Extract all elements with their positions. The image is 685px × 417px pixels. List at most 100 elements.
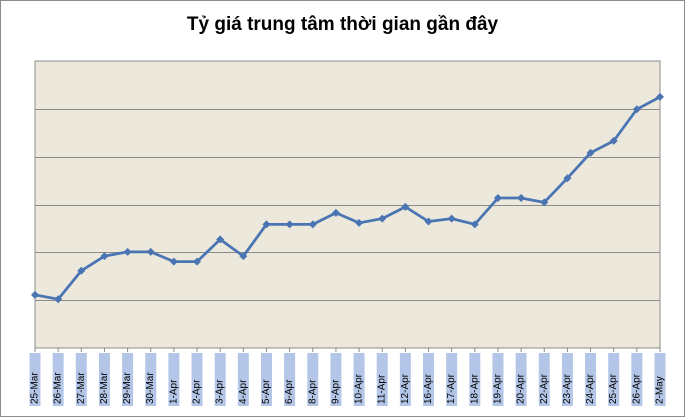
x-tick-label-background xyxy=(585,353,597,406)
data-point xyxy=(401,202,410,211)
x-tick-label-background xyxy=(29,353,41,406)
data-point xyxy=(123,247,132,256)
x-tick-label-text: 28-Mar xyxy=(99,372,110,404)
data-point xyxy=(586,148,595,157)
data-point xyxy=(609,136,618,145)
x-tick-label-background xyxy=(122,353,134,406)
data-point xyxy=(540,198,549,207)
x-tick-label-background xyxy=(168,353,180,406)
x-tick-label-background xyxy=(515,353,527,406)
x-tick-label: 12-Apr xyxy=(399,353,411,406)
x-tick-label-text: 9-Apr xyxy=(330,379,341,404)
x-tick-label-text: 22-Apr xyxy=(539,373,550,404)
x-tick-label: 6-Apr xyxy=(284,353,296,406)
x-tick-label-text: 23-Apr xyxy=(562,373,573,404)
x-tick-label-background xyxy=(145,353,157,406)
data-point xyxy=(216,235,225,244)
data-point xyxy=(54,295,63,304)
x-tick-label: 2-May xyxy=(654,353,666,406)
data-point xyxy=(447,214,456,223)
x-tick-label: 22-Apr xyxy=(538,353,550,406)
x-tick-label-text: 2-Apr xyxy=(192,379,203,404)
x-tick-label-background xyxy=(654,353,666,406)
x-tick-label: 2-Apr xyxy=(191,353,203,406)
x-tick-label: 24-Apr xyxy=(585,353,597,406)
data-point xyxy=(632,105,641,114)
plot-area xyxy=(34,60,661,349)
x-tick-label: 25-Apr xyxy=(608,353,620,406)
x-tick-label: 20-Apr xyxy=(515,353,527,406)
x-tick-label-background xyxy=(284,353,296,406)
x-tick-label-text: 5-Apr xyxy=(261,379,272,404)
x-tick-label-background xyxy=(52,353,64,406)
x-tick-label-background xyxy=(469,353,481,406)
data-point xyxy=(331,208,340,217)
x-tick-label-text: 4-Apr xyxy=(238,379,249,404)
x-tick-label: 30-Mar xyxy=(145,353,157,406)
x-tick-label-text: 19-Apr xyxy=(492,373,503,404)
x-tick-label-background xyxy=(631,353,643,406)
x-tick-label-text: 6-Apr xyxy=(284,379,295,404)
data-point xyxy=(470,220,479,229)
x-tick-label-text: 2-May xyxy=(655,376,666,404)
x-tick-label-text: 30-Mar xyxy=(145,372,156,404)
x-tick-label-background xyxy=(608,353,620,406)
x-tick-label: 17-Apr xyxy=(446,353,458,406)
x-tick-label-background xyxy=(330,353,342,406)
gridlines xyxy=(35,109,660,301)
x-tick-label: 28-Mar xyxy=(98,353,110,406)
x-tick-label-text: 25-Apr xyxy=(608,373,619,404)
data-point xyxy=(239,252,248,261)
x-tick-label-background xyxy=(376,353,388,406)
x-tick-label: 5-Apr xyxy=(260,353,272,406)
x-tick-label-text: 17-Apr xyxy=(446,373,457,404)
x-tick-label-text: 20-Apr xyxy=(516,373,527,404)
data-point xyxy=(656,92,664,101)
data-point xyxy=(285,220,294,229)
x-tick-label: 19-Apr xyxy=(492,353,504,406)
data-point xyxy=(355,218,364,227)
series-group xyxy=(31,92,664,304)
x-tick-label-text: 27-Mar xyxy=(76,372,87,404)
data-point xyxy=(378,214,387,223)
x-tick-label: 4-Apr xyxy=(237,353,249,406)
x-tick-label-text: 18-Apr xyxy=(469,373,480,404)
x-tick-label-background xyxy=(191,353,203,406)
data-point xyxy=(517,194,526,203)
x-tick-label: 26-Apr xyxy=(631,353,643,406)
x-tick-label: 18-Apr xyxy=(469,353,481,406)
x-tick-label: 8-Apr xyxy=(307,353,319,406)
x-tick-label: 9-Apr xyxy=(330,353,342,406)
x-tick-label-background xyxy=(214,353,226,406)
x-tick-label: 3-Apr xyxy=(214,353,226,406)
data-point xyxy=(493,194,502,203)
x-tick-label-background xyxy=(538,353,550,406)
x-tick-label-text: 12-Apr xyxy=(400,373,411,404)
x-tick-label-text: 11-Apr xyxy=(377,374,388,404)
data-point xyxy=(146,247,155,256)
data-point xyxy=(100,252,109,261)
series-line xyxy=(34,95,661,301)
x-tick-label: 10-Apr xyxy=(353,353,365,406)
data-point xyxy=(193,257,202,266)
data-point xyxy=(262,220,271,229)
x-tick-label-text: 26-Mar xyxy=(53,372,64,404)
x-tick-label: 27-Mar xyxy=(75,353,87,406)
x-tick-label-background xyxy=(98,353,110,406)
x-tick-label-background xyxy=(260,353,272,406)
x-axis-tick-labels: 25-Mar 26-Mar 27-Mar 28-Mar 29-Mar 30-Mar 1-Ap… xyxy=(29,353,666,406)
x-axis-ticks xyxy=(34,348,661,352)
x-tick-label-background xyxy=(446,353,458,406)
x-tick-label-text: 25-Mar xyxy=(30,372,41,404)
data-point xyxy=(31,290,39,299)
data-point xyxy=(308,220,317,229)
x-tick-label-text: 10-Apr xyxy=(354,373,365,404)
data-point xyxy=(563,174,572,183)
data-point xyxy=(77,266,86,275)
x-tick-label-text: 8-Apr xyxy=(307,379,318,404)
x-tick-label-background xyxy=(353,353,365,406)
x-tick-label-text: 3-Apr xyxy=(215,379,226,404)
x-tick-label-text: 16-Apr xyxy=(423,373,434,404)
x-tick-label-background xyxy=(75,353,87,406)
